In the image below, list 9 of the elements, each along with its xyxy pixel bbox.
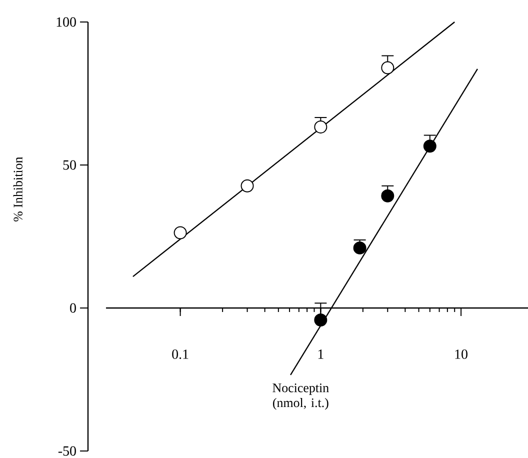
x-tick-label: 10: [455, 350, 468, 359]
y-tick-label: -50: [58, 446, 76, 456]
y-axis-title: % Inhibition: [13, 156, 22, 222]
y-tick-label: 50: [63, 160, 76, 170]
x-axis-title: Nociceptin (nmol, i.t.): [272, 384, 329, 410]
x-tick-label: 0.1: [172, 350, 188, 359]
y-tick-label: 0: [70, 303, 76, 313]
y-tick-label: 100: [56, 17, 76, 27]
x-tick-label: 1: [318, 350, 324, 359]
